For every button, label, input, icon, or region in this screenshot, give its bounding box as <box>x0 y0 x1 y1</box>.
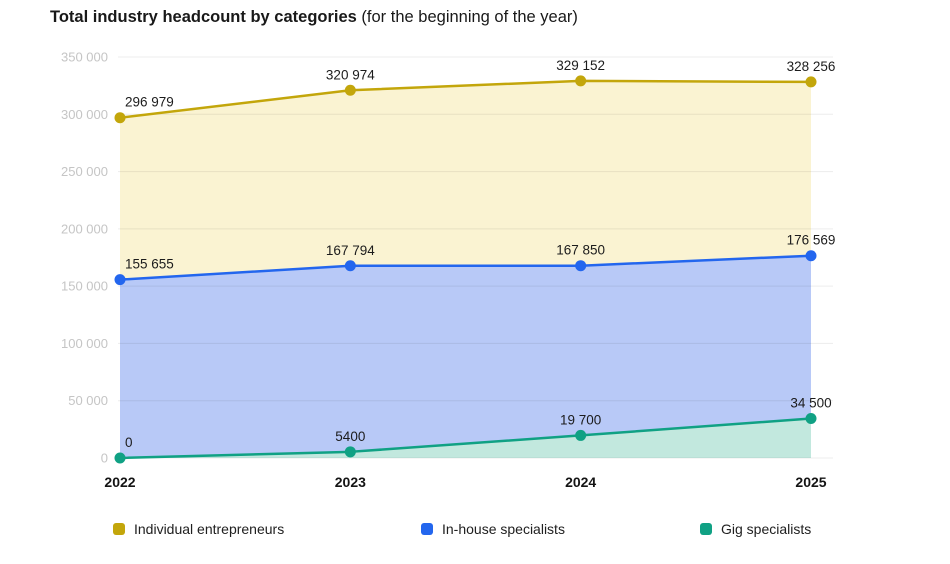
chart-title-subtitle: (for the beginning of the year) <box>356 8 578 26</box>
y-tick-label: 150 000 <box>61 279 108 294</box>
data-label: 176 569 <box>787 233 836 248</box>
data-point[interactable] <box>344 84 356 96</box>
data-label: 19 700 <box>560 412 601 427</box>
data-point[interactable] <box>805 250 817 262</box>
legend-swatch-gig-specialists <box>700 523 712 535</box>
legend-label: Individual entrepreneurs <box>134 521 285 537</box>
chart-title-main: Total industry headcount by categories <box>50 8 357 26</box>
data-label: 167 794 <box>326 243 375 258</box>
y-tick-label: 200 000 <box>61 221 108 236</box>
x-tick-label: 2024 <box>565 474 596 490</box>
data-point[interactable] <box>344 446 356 458</box>
data-label: 34 500 <box>790 395 831 410</box>
data-point[interactable] <box>114 274 126 286</box>
data-point[interactable] <box>805 76 817 88</box>
legend-item-individual-entrepreneurs[interactable]: Individual entrepreneurs <box>113 521 284 537</box>
y-tick-label: 350 000 <box>61 50 108 65</box>
x-tick-label: 2025 <box>795 474 826 490</box>
data-point[interactable] <box>575 260 587 272</box>
y-tick-label: 250 000 <box>61 164 108 179</box>
legend-swatch-individual-entrepreneurs <box>113 523 125 535</box>
series-area-2 <box>120 418 811 458</box>
data-point[interactable] <box>114 452 126 464</box>
series-line-1 <box>119 254 812 281</box>
legend-label: Gig specialists <box>721 521 812 537</box>
area-chart-canvas: 0 50 000 100 000 150 000 200 000 250 000 300 0… <box>61 50 836 491</box>
x-tick-label: 2023 <box>335 474 366 490</box>
data-label: 167 850 <box>556 243 605 258</box>
y-tick-label: 50 000 <box>68 393 108 408</box>
y-tick-label: 100 000 <box>61 336 108 351</box>
data-label: 320 974 <box>326 67 375 82</box>
y-tick-label: 300 000 <box>61 107 108 122</box>
data-label: 155 655 <box>125 257 174 272</box>
legend-item-in-house-specialists[interactable]: In-house specialists <box>421 521 565 537</box>
chart-legend: Individual entrepreneurs In-house specia… <box>0 521 950 545</box>
data-label: 0 <box>125 435 133 450</box>
series-area-1 <box>120 255 811 458</box>
legend-item-gig-specialists[interactable]: Gig specialists <box>700 521 811 537</box>
x-tick-label: 2022 <box>104 474 135 490</box>
data-label: 5400 <box>335 429 365 444</box>
legend-swatch-in-house-specialists <box>421 523 433 535</box>
data-label: 328 256 <box>787 59 836 74</box>
data-label: 329 152 <box>556 58 605 73</box>
chart-title: Total industry headcount by categories (… <box>50 6 578 28</box>
data-point[interactable] <box>575 429 587 441</box>
data-point[interactable] <box>114 112 126 124</box>
legend-label: In-house specialists <box>442 521 565 537</box>
data-point[interactable] <box>805 412 817 424</box>
y-tick-label: 0 <box>101 451 108 466</box>
data-label: 296 979 <box>125 95 174 110</box>
data-point[interactable] <box>575 75 587 87</box>
series-line-0 <box>119 79 812 119</box>
data-point[interactable] <box>344 260 356 272</box>
series-line-2 <box>119 417 812 460</box>
